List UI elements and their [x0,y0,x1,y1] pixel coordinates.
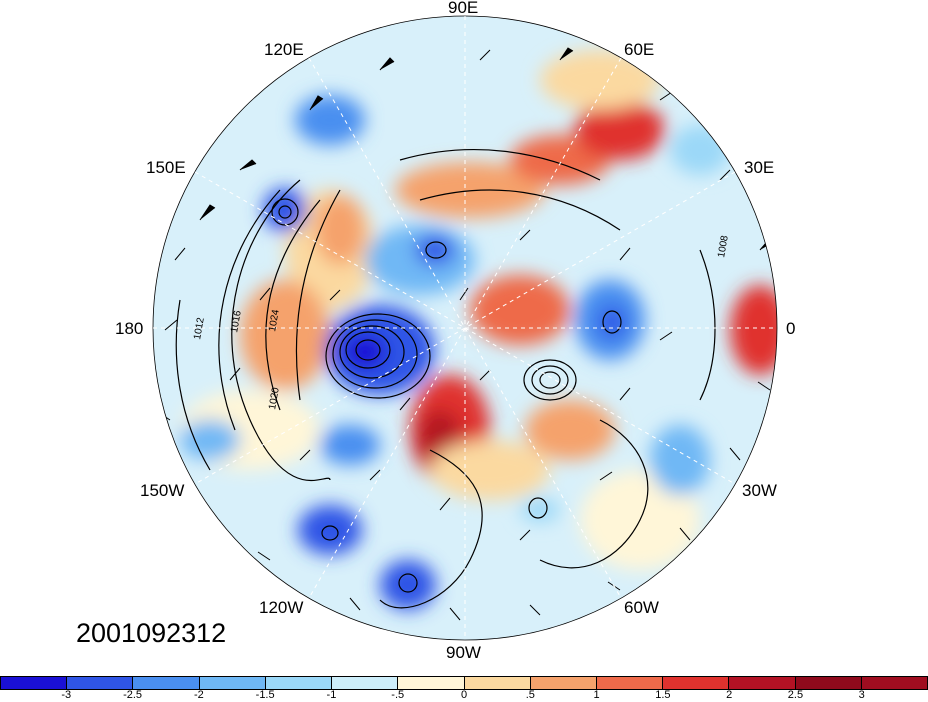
colorbar-tick-label: 1 [593,689,600,701]
longitude-label-60e: 60E [624,40,655,59]
colorbar-swatch [398,677,465,689]
isobar-label-1008: 1008 [716,234,731,258]
colorbar-swatch [663,677,730,689]
colorbar-tick-label: -2.5 [123,689,143,701]
isobar-label-1012: 1012 [192,316,207,340]
colorbar-tick-label: 3 [858,689,865,701]
colorbar [0,676,928,690]
longitude-label-180: 180 [115,319,144,338]
colorbar-tick-label: -1.5 [255,689,275,701]
longitude-label-150e: 150E [146,158,186,177]
date-stamp: 2001092312 [76,618,227,648]
longitude-label-30e: 30E [744,158,775,177]
isobar-label-1024: 1024 [267,308,282,332]
colorbar-swatch [133,677,200,689]
colorbar-swatch [795,677,862,689]
colorbar-tick-label: 0 [460,689,468,701]
colorbar-swatch [596,677,664,689]
longitude-label-60w: 60W [624,598,659,617]
isobar-label-1020: 1020 [267,386,282,410]
colorbar-tick-label: 1.5 [655,689,671,701]
longitude-label-90e: 90E [448,0,479,17]
colorbar-tick-label: -.5 [391,689,405,701]
longitude-label-30w: 30W [742,481,777,500]
isobar-contours [175,149,716,609]
longitude-label-120e: 120E [264,40,304,59]
graticule-lines [153,16,777,640]
longitude-label-0: 0 [786,319,796,338]
colorbar-swatch [530,677,597,689]
colorbar-swatch [265,677,333,689]
colorbar-swatch [861,677,928,689]
colorbar-swatch [332,677,399,689]
colorbar-tick-label: .5 [525,689,535,701]
anomaly-field [153,16,777,640]
colorbar-swatch [464,677,531,689]
colorbar-swatch [1,677,68,689]
colorbar-tick-label: -1 [326,689,337,701]
colorbar-tick-label: 2.5 [787,689,804,701]
colorbar-swatch [729,677,796,689]
colorbar-swatch [199,677,266,689]
colorbar-tick-label: -3 [61,689,72,701]
colorbar-tick-label: -2 [193,689,204,701]
isobar-label-1016: 1016 [229,309,244,333]
longitude-label-150w: 150W [140,481,185,500]
colorbar-tick-label: 2 [726,689,733,701]
longitude-label-120w: 120W [259,598,304,617]
longitude-label-90w: 90W [446,643,481,662]
colorbar-tick-labels: -3 -2.5 -2 -1.5 -1 -.5 0 .5 1 1.5 2 2.5 3 [0,689,928,702]
colorbar-swatch [67,677,134,689]
